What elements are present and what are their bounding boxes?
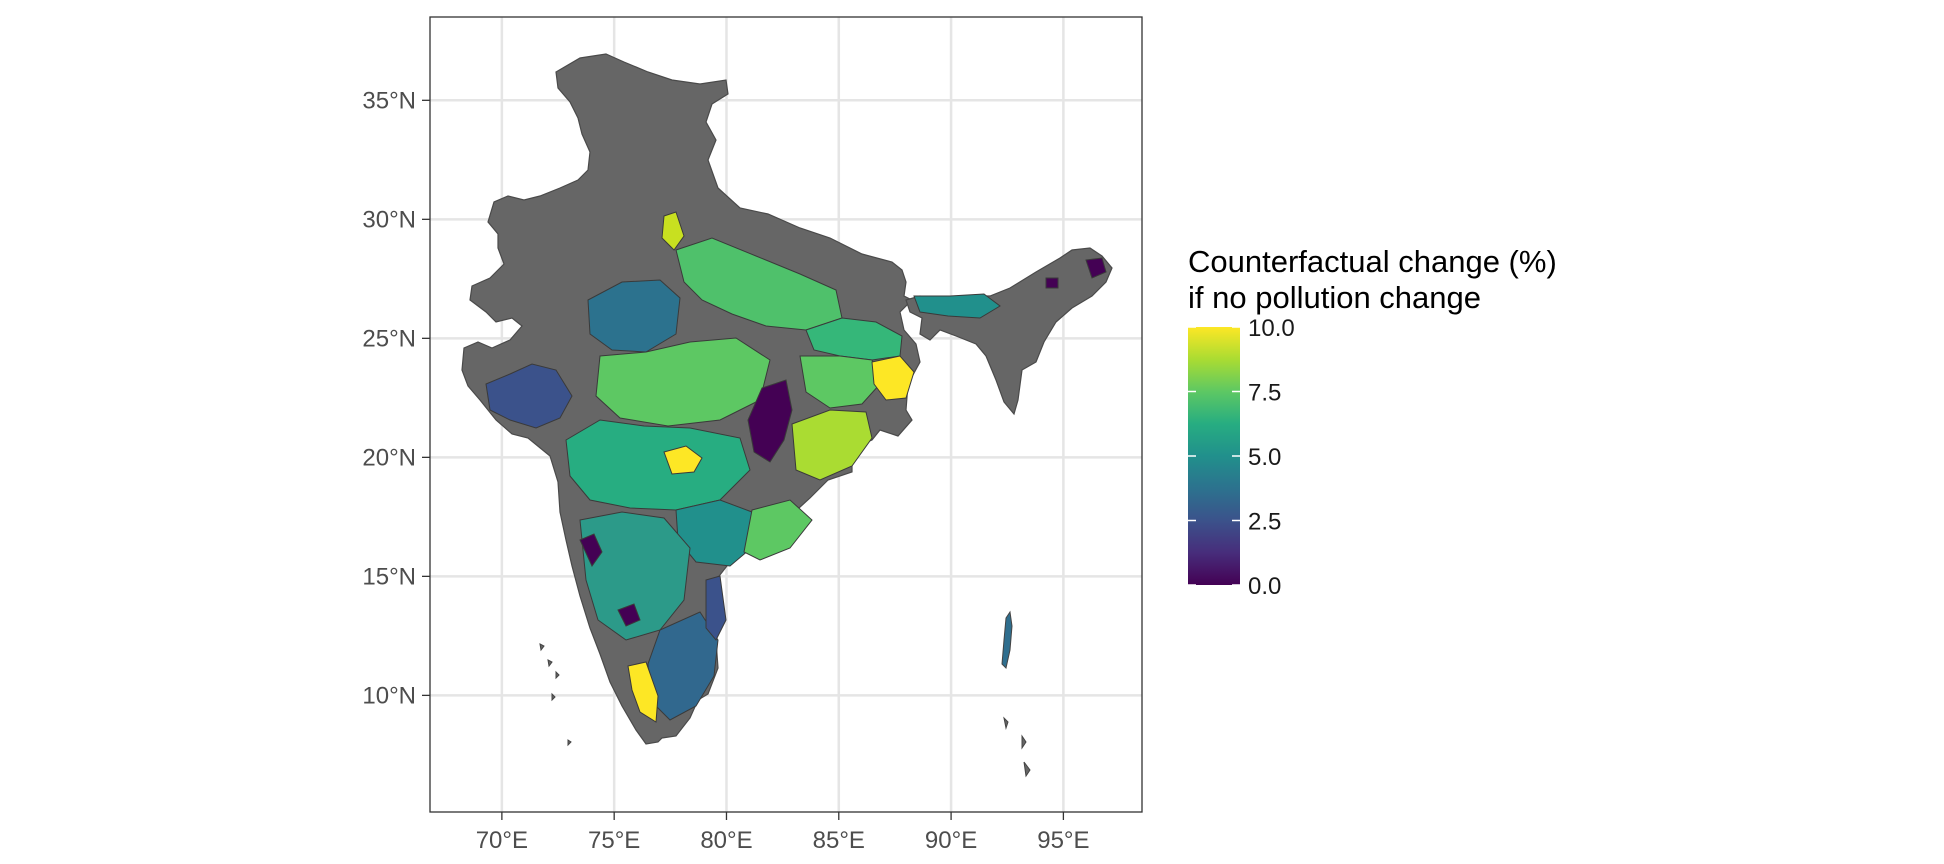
region-arunachal-dark <box>1085 257 1107 279</box>
northeast-outline <box>905 247 1113 416</box>
legend-tick-label-4: 10.0 <box>1248 315 1295 342</box>
region-west-bengal <box>871 355 915 401</box>
x-tick-label-95: 95°E <box>1037 827 1089 854</box>
y-tick-label-25: 25°N <box>362 325 416 352</box>
region-karnataka-dark <box>617 603 641 627</box>
region-andhra-coast <box>743 499 813 561</box>
y-tick-label-10: 10°N <box>362 682 416 709</box>
region-odisha <box>791 409 873 481</box>
region-east-coast-dark <box>705 575 727 641</box>
region-goa-dark <box>579 533 603 567</box>
legend-tick-label-0: 0.0 <box>1248 573 1281 600</box>
legend-title-line-2: if no pollution change <box>1188 280 1481 315</box>
x-tick-label-90: 90°E <box>925 827 977 854</box>
legend-ticks: 0.0 2.5 5.0 7.5 10.0 <box>1188 315 1295 600</box>
legend-title-line-1: Counterfactual change (%) <box>1188 244 1557 279</box>
lakshadweep-islands <box>539 643 572 747</box>
legend-tick-label-1: 2.5 <box>1248 509 1281 536</box>
y-tick-label-30: 30°N <box>362 206 416 233</box>
y-axis: 10°N 15°N 20°N 25°N 30°N 35°N <box>362 87 430 709</box>
region-rajasthan-east <box>587 279 681 353</box>
region-gujarat-west <box>485 363 573 429</box>
region-uttarakhand <box>661 211 685 251</box>
region-kerala <box>627 661 659 723</box>
nicobar-islands <box>1003 716 1031 778</box>
x-tick-label-80: 80°E <box>700 827 752 854</box>
region-jharkhand <box>799 355 881 409</box>
region-maharashtra <box>565 419 751 511</box>
andaman-islands <box>1001 610 1013 669</box>
y-tick-label-35: 35°N <box>362 87 416 114</box>
region-chhattisgarh <box>747 379 793 463</box>
x-axis: 70°E 75°E 80°E 85°E 90°E 95°E <box>476 812 1090 854</box>
panel-border <box>429 16 1143 813</box>
region-yellow-central <box>663 445 703 475</box>
region-assam <box>913 293 1001 319</box>
x-tick-label-85: 85°E <box>813 827 865 854</box>
y-tick-label-20: 20°N <box>362 444 416 471</box>
legend-tick-label-3: 7.5 <box>1248 380 1281 407</box>
district-colors <box>485 211 1107 723</box>
region-arunachal-dark-2 <box>1045 277 1059 289</box>
legend-colorbar <box>1188 327 1240 585</box>
legend-tick-label-2: 5.0 <box>1248 444 1281 471</box>
map-layer <box>461 53 1113 778</box>
x-tick-label-75: 75°E <box>588 827 640 854</box>
region-karnataka <box>579 511 691 641</box>
x-tick-label-70: 70°E <box>476 827 528 854</box>
y-tick-label-15: 15°N <box>362 563 416 590</box>
legend: Counterfactual change (%) if no pollutio… <box>1188 244 1557 600</box>
